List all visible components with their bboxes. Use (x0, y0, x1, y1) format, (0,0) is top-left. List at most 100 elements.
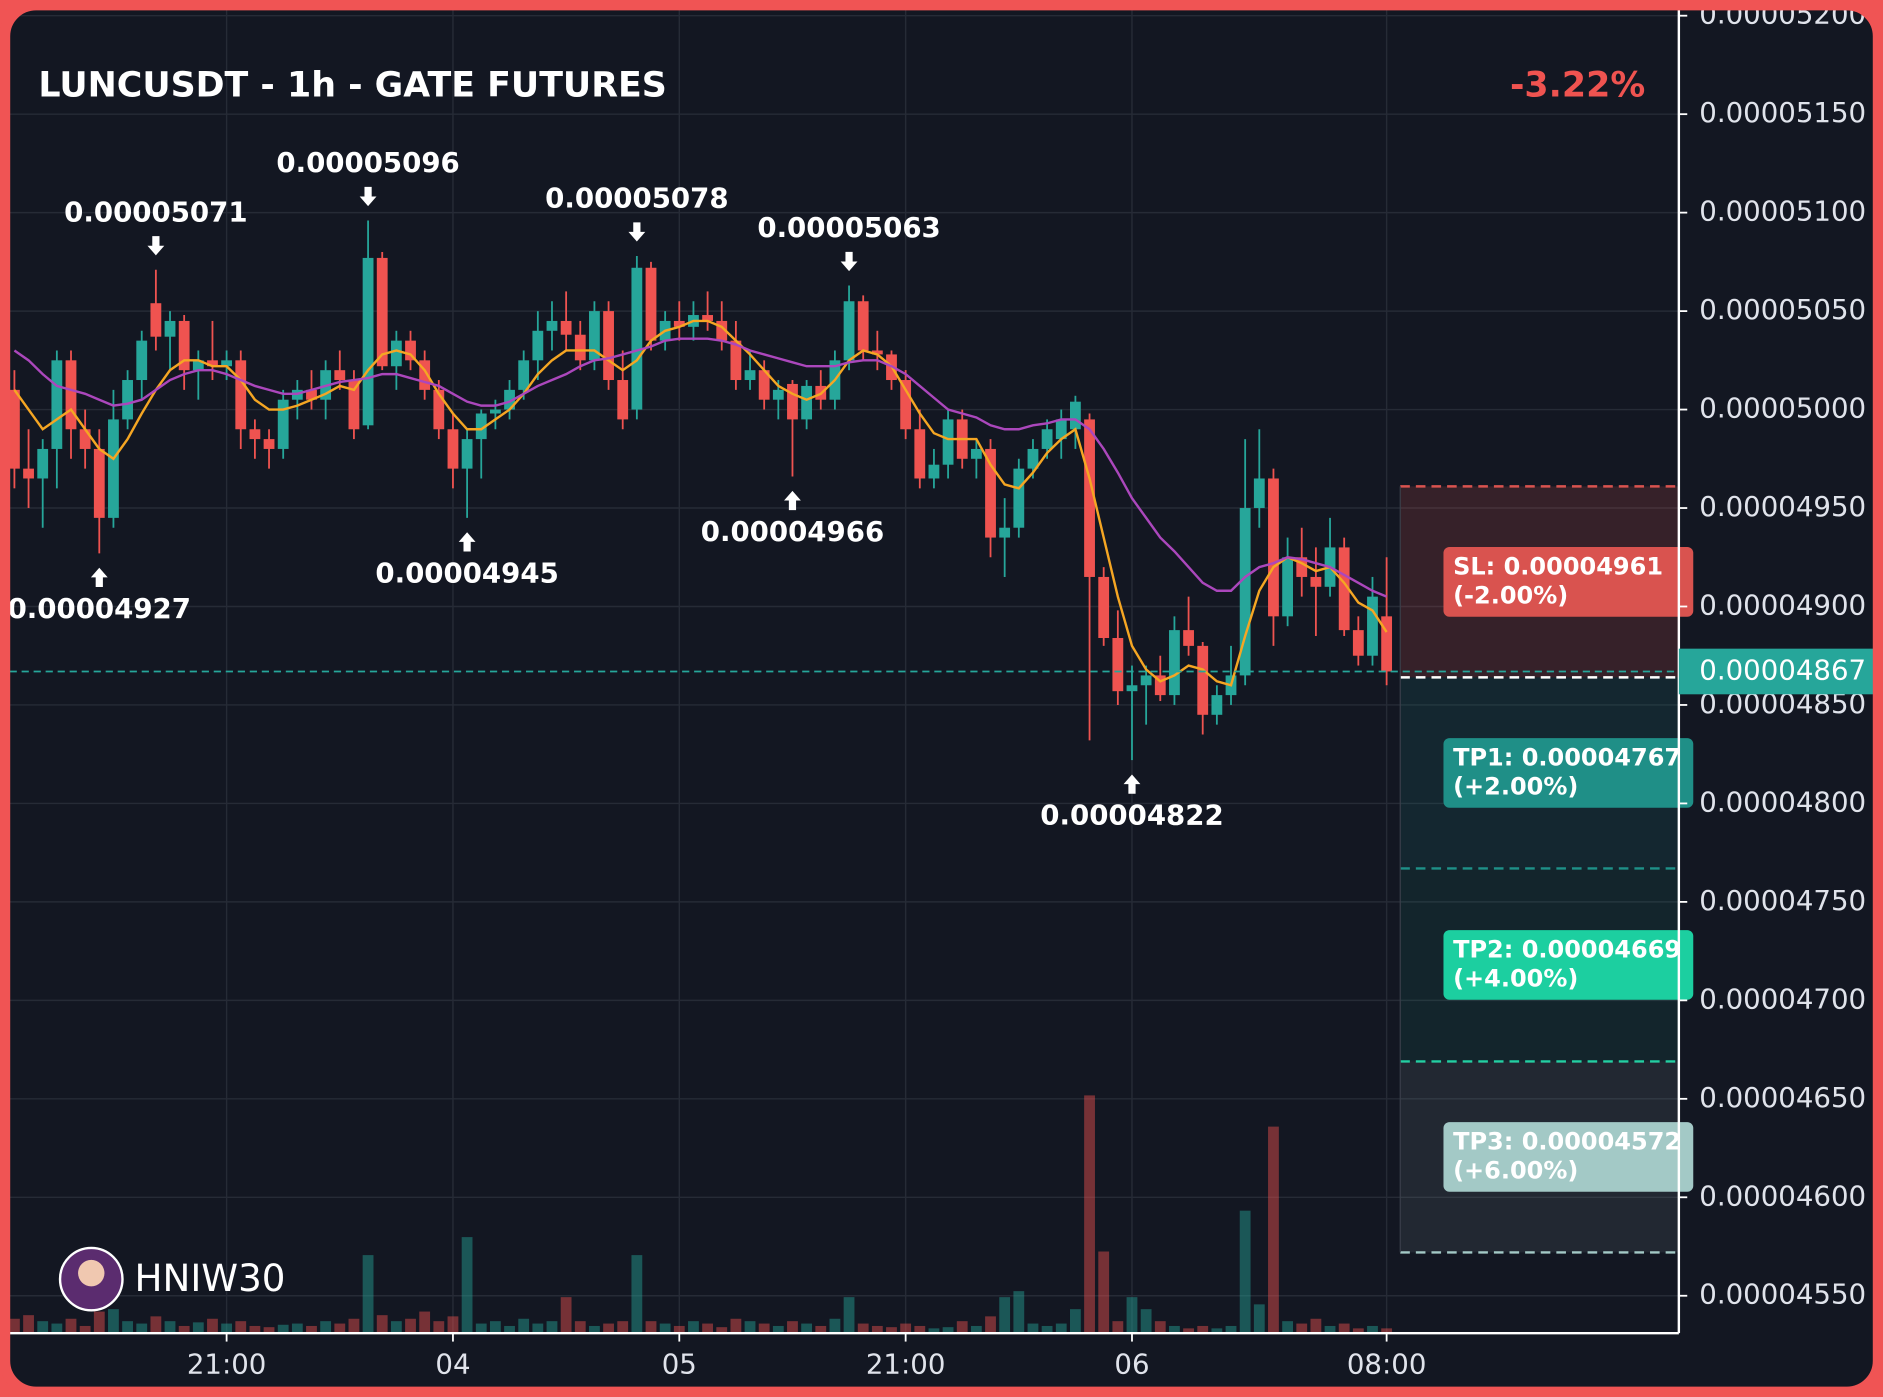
candle-body (37, 448, 49, 479)
moving-averages (13, 319, 1388, 687)
y-tick-label: 0.00004750 (1699, 884, 1866, 917)
candle-body (999, 527, 1011, 538)
candle-body (985, 448, 996, 538)
candle-body (1140, 675, 1152, 686)
candle-body (65, 360, 77, 430)
x-tick-label: 21:00 (866, 1348, 946, 1381)
candle-body (1268, 478, 1279, 617)
volume-bar (1169, 1325, 1180, 1334)
volume-bar (79, 1325, 91, 1334)
low-label: 0.00004927 (8, 592, 191, 625)
candle-body (546, 320, 558, 331)
volume-bar (489, 1321, 501, 1334)
volume-bar (376, 1315, 388, 1334)
x-tick-label: 06 (1114, 1348, 1149, 1381)
candle-body (405, 340, 416, 361)
volume-bar (1154, 1321, 1166, 1334)
level-label-box (1443, 930, 1694, 1000)
volume-bar (108, 1309, 119, 1334)
volume-bar (306, 1325, 317, 1334)
y-tick-label: 0.00004700 (1699, 982, 1866, 1015)
volume-bar (1055, 1323, 1067, 1334)
candle-body (716, 320, 728, 341)
volume-bar (900, 1323, 912, 1334)
candle-body (857, 301, 869, 351)
volume-bar (871, 1325, 883, 1334)
volume-bar (1296, 1323, 1308, 1334)
volume-bar (164, 1321, 176, 1334)
candle-body (942, 419, 954, 465)
volume-bar (659, 1323, 671, 1334)
x-tick-label: 05 (662, 1348, 697, 1381)
candle-body (1352, 630, 1364, 656)
volume-bar (192, 1322, 204, 1334)
volume-bar (419, 1311, 431, 1334)
candle-body (249, 429, 261, 440)
candle-body (348, 380, 360, 430)
level-change: (+4.00%) (1453, 964, 1578, 992)
volume-bar (1027, 1323, 1039, 1334)
volume-bar (942, 1327, 954, 1334)
y-tick-label: 0.00005150 (1699, 96, 1866, 129)
volume-bar (504, 1325, 515, 1334)
candle-body (1041, 429, 1053, 449)
candle-body (928, 464, 940, 479)
volume-bar (772, 1325, 784, 1334)
volume-bar (362, 1255, 374, 1334)
candle-body (178, 320, 190, 371)
volume-bar (999, 1297, 1011, 1334)
candle-body (419, 360, 431, 390)
annotation-arrow (784, 490, 801, 511)
moving-average (13, 319, 1388, 687)
watermark: HNIW30 (58, 1246, 285, 1312)
volume-bar (37, 1321, 49, 1334)
volume-bar (1338, 1323, 1350, 1334)
candle-body (518, 360, 530, 390)
x-tick-label: 08:00 (1347, 1348, 1427, 1381)
volume-bar (277, 1324, 289, 1334)
volume-bar (9, 1318, 20, 1334)
high-label: 0.00005096 (276, 146, 459, 179)
candle-body (192, 360, 204, 371)
volume-bar (829, 1318, 841, 1334)
volume-bar (221, 1323, 233, 1334)
volume-bar (1268, 1126, 1279, 1334)
volume-bar (928, 1328, 940, 1334)
low-label: 0.00004945 (375, 556, 558, 589)
volume-bar (433, 1321, 445, 1334)
y-tick-label: 0.00004950 (1699, 490, 1866, 523)
volume-bar (1069, 1309, 1081, 1334)
volume-bar (1253, 1304, 1265, 1334)
volume-bar (631, 1255, 643, 1334)
volume-bar (603, 1323, 614, 1334)
candle-body (489, 409, 501, 414)
volume-bar (857, 1323, 869, 1334)
annotation-arrow (458, 532, 476, 552)
volume-bar (1197, 1325, 1209, 1334)
candle-body (306, 389, 317, 400)
volume-bar (574, 1321, 586, 1334)
high-label: 0.00005078 (545, 182, 728, 215)
candle-body (1027, 448, 1039, 469)
y-tick-label: 0.00004900 (1699, 588, 1866, 621)
candle-body (631, 267, 643, 410)
axes: 0.00004550 0.00004600 0.00004650 0.00004700… (187, 0, 1883, 1381)
candle-body (772, 389, 784, 400)
volume-bar (1225, 1325, 1237, 1334)
candle-body (843, 301, 855, 361)
candle-body (1367, 596, 1378, 656)
candle-body (900, 380, 912, 430)
volume-bar (207, 1318, 218, 1334)
candle-body (1169, 630, 1180, 696)
volume-bar (716, 1327, 728, 1334)
y-tick-label: 0.00005100 (1699, 195, 1866, 228)
candle-body (574, 334, 586, 361)
volume-bar (985, 1316, 996, 1334)
candle-body (702, 315, 713, 321)
x-tick-label: 21:00 (187, 1348, 267, 1381)
candle-body (1211, 695, 1223, 715)
candle-body (645, 267, 657, 341)
candle-body (1253, 478, 1265, 509)
